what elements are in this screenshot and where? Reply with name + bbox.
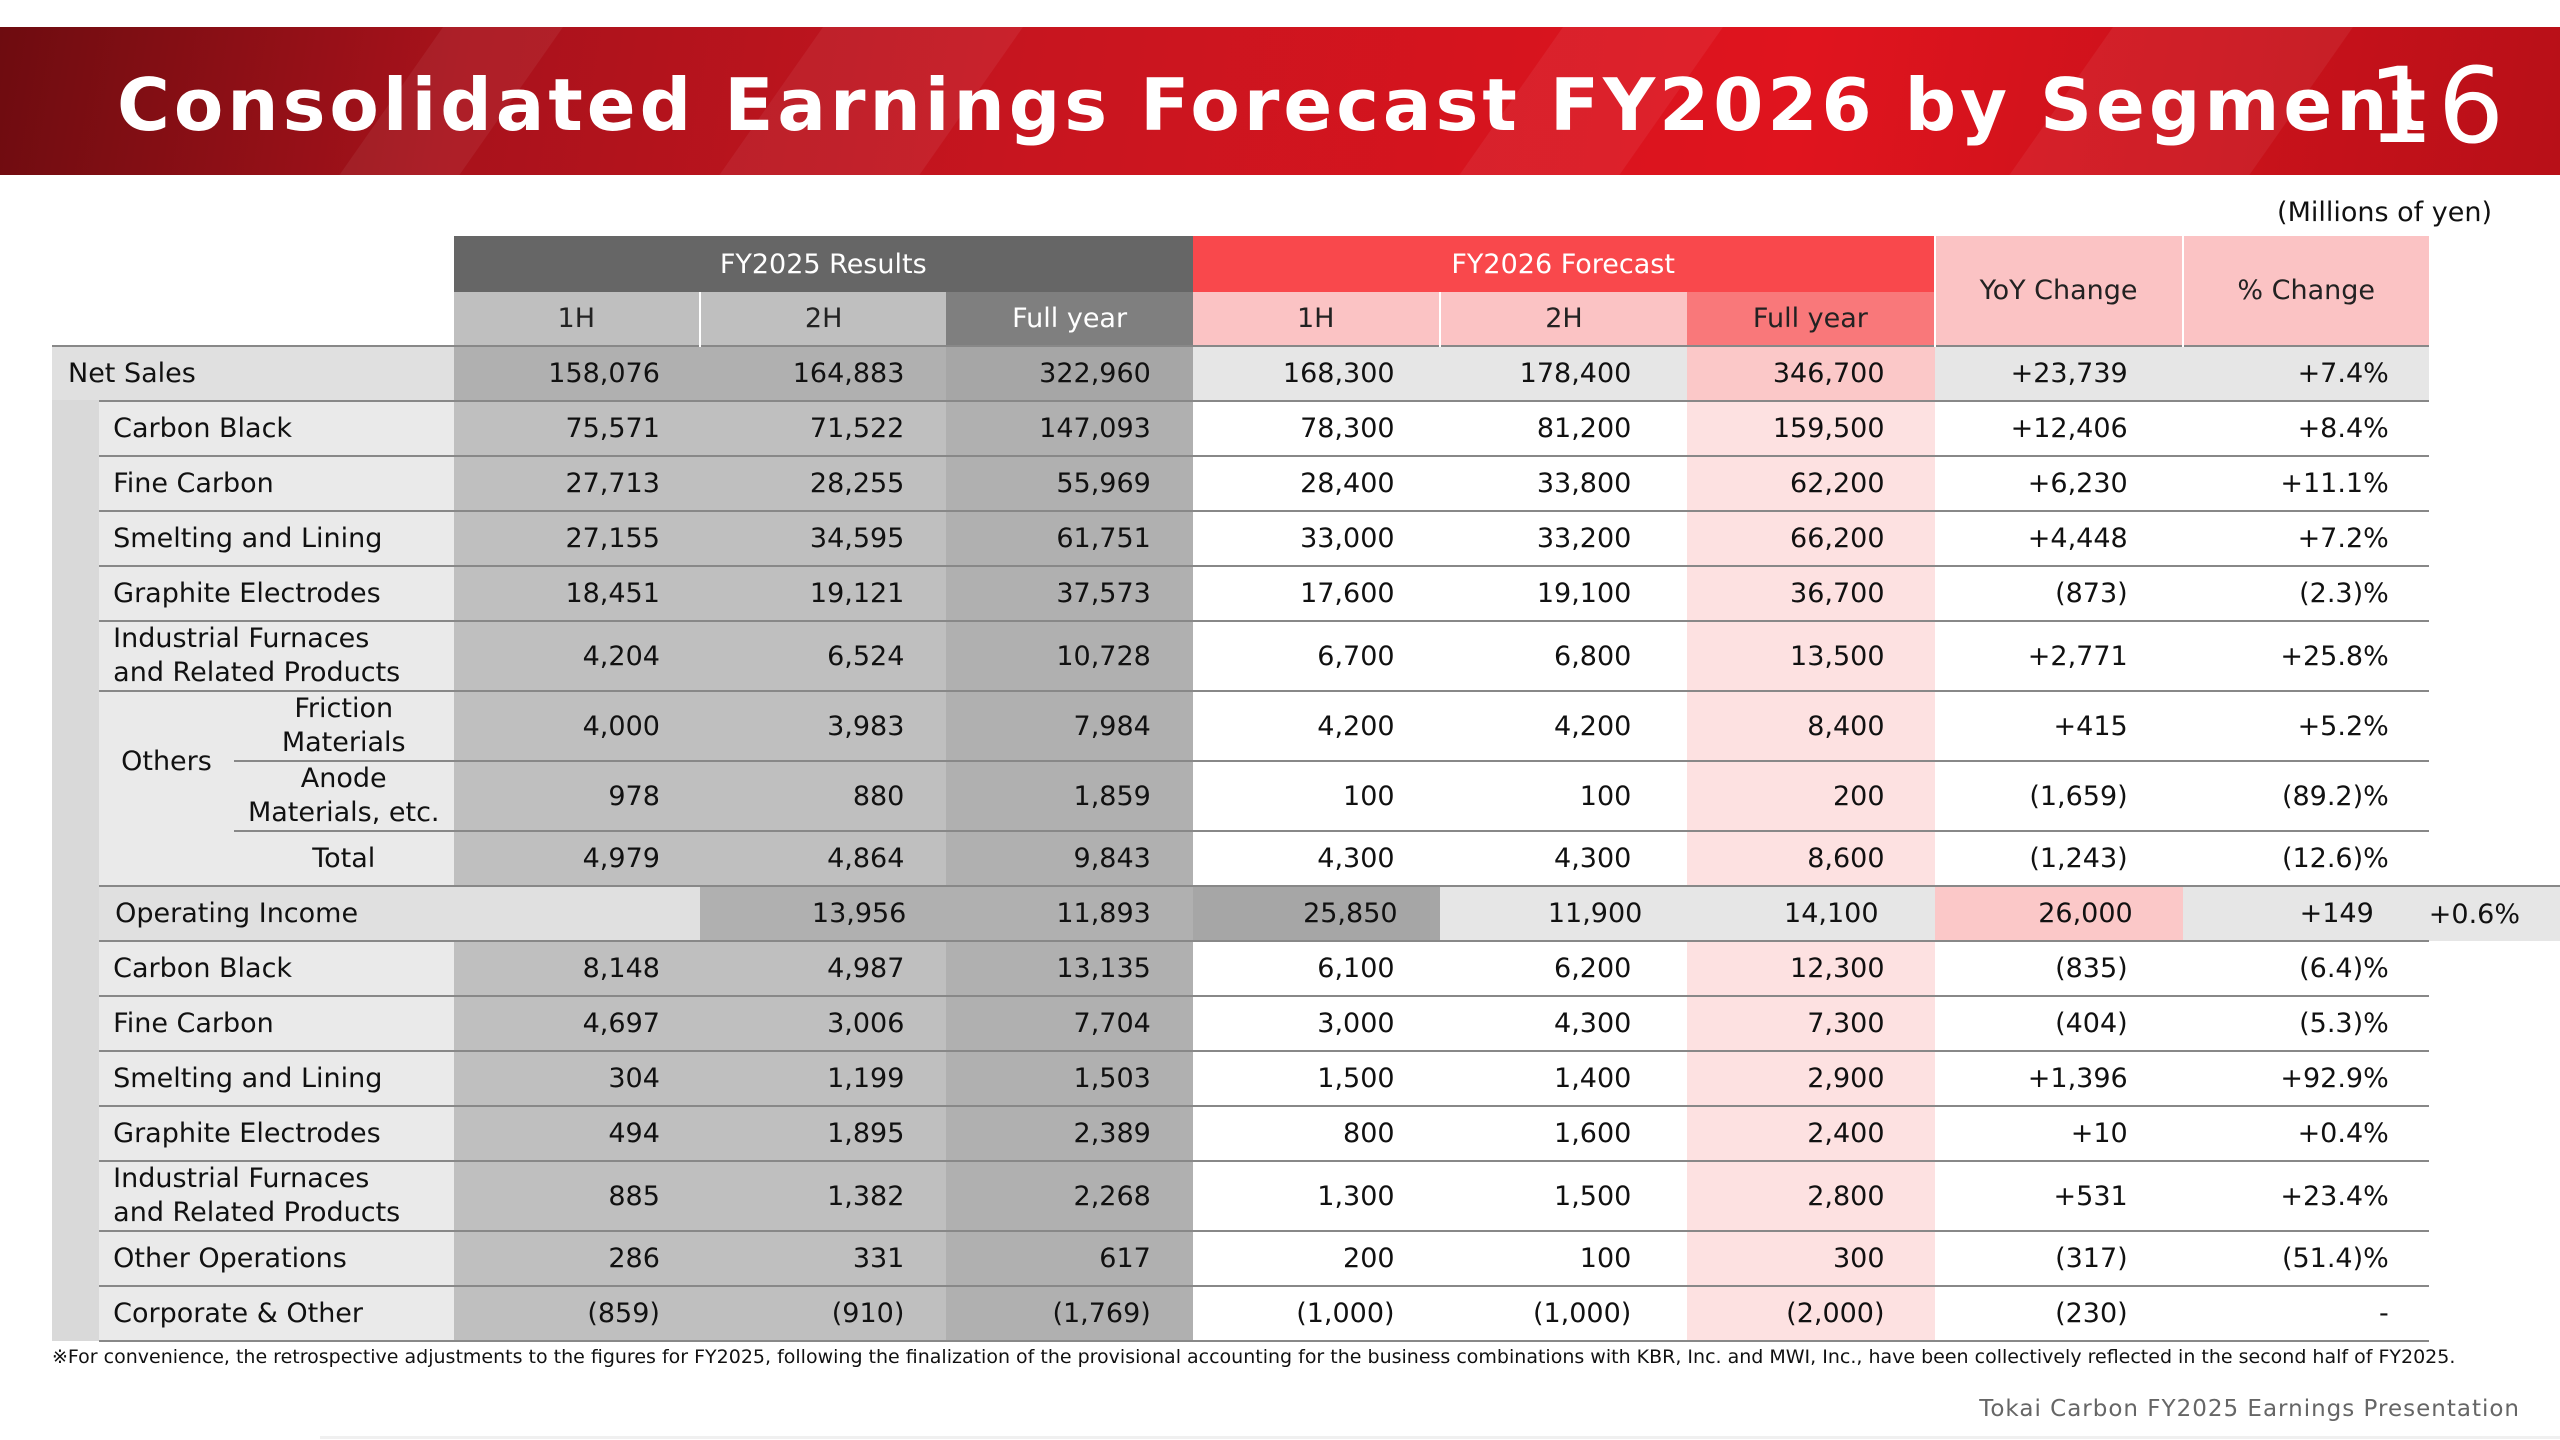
table-row: Anode Materials, etc. 978 880 1,859 100 1… [52,760,2560,831]
header-fy2025: FY2025 Results [453,236,1193,292]
page-title: Consolidated Earnings Forecast FY2026 by… [117,63,2430,147]
table-row: Other Operations 286 331 617 200 100 300… [52,1230,2560,1286]
row-label: Industrial Furnaces and Related Products [99,620,454,691]
header-fy2025-1h: 1H [453,292,700,346]
header-row-groups: FY2025 Results FY2026 Forecast YoY Chang… [52,236,2560,346]
header-fy2026-1h: 1H [1192,292,1440,346]
row-label: Graphite Electrodes [99,565,454,621]
row-label: Fine Carbon [99,455,454,511]
header-yoy-change: YoY Change [1933,236,2183,346]
table-row: Industrial Furnaces and Related Products … [52,620,2560,691]
table-row: Net Sales 158,076 164,883 322,960 168,30… [52,345,2560,401]
header-fy2026-full: Full year [1687,292,1935,346]
table-row: Fine Carbon 4,697 3,006 7,704 3,000 4,30… [52,995,2560,1051]
earnings-table: FY2025 Results FY2026 Forecast YoY Chang… [52,236,2560,1342]
footer-divider [320,1436,2560,1439]
row-label: Fine Carbon [99,995,454,1051]
table-row: Graphite Electrodes 494 1,895 2,389 800 … [52,1105,2560,1161]
header-fy2025-full: Full year [946,292,1193,346]
row-label: Graphite Electrodes [99,1105,454,1161]
header-fy2026-2h: 2H [1438,292,1688,346]
row-label: Operating Income [99,885,700,941]
row-label: Carbon Black [99,400,454,456]
unit-label: (Millions of yen) [2277,197,2492,228]
table-row: Smelting and Lining 27,155 34,595 61,751… [52,510,2560,566]
header-fy2025-2h: 2H [698,292,947,346]
row-label: Smelting and Lining [99,1050,454,1106]
header-pct-change: % Change [2181,236,2429,346]
row-label: Total [233,830,454,886]
table-row: Carbon Black 8,148 4,987 13,135 6,100 6,… [52,940,2560,1341]
table-row: Others Friction Materials 4,000 3,983 7,9… [52,690,2560,831]
row-label: Carbon Black [99,940,454,996]
title-banner: Consolidated Earnings Forecast FY2026 by… [0,27,2560,175]
table-row: Smelting and Lining 304 1,199 1,503 1,50… [52,1050,2560,1106]
table-row: Total 4,979 4,864 9,843 4,300 4,300 8,60… [52,830,2560,886]
row-label-others: Others [99,690,234,831]
page-number: 16 [2367,45,2508,167]
row-label: Anode Materials, etc. [233,760,454,831]
table-row: Graphite Electrodes 18,451 19,121 37,573… [52,565,2560,621]
row-label: Other Operations [99,1230,454,1286]
table-row: Fine Carbon 27,713 28,255 55,969 28,400 … [52,455,2560,511]
footer-text: Tokai Carbon FY2025 Earnings Presentatio… [1979,1396,2520,1422]
footnote: ※For convenience, the retrospective adju… [52,1346,2456,1368]
header-row-periods: 1H 2H Full year 1H 2H Full year [52,292,2560,346]
row-label: Industrial Furnaces and Related Products [99,1160,454,1231]
table-row: Carbon Black 75,571 71,522 147,093 78,30… [52,400,2560,941]
table-row: Industrial Furnaces and Related Products … [52,1160,2560,1231]
row-label: Friction Materials [233,690,454,761]
table-row: Operating Income 13,956 11,893 25,850 11… [52,885,2560,941]
row-label: Corporate & Other [99,1285,454,1342]
header-fy2026: FY2026 Forecast [1192,236,1935,292]
row-label: Smelting and Lining [99,510,454,566]
row-label: Net Sales [52,345,454,401]
table-row: Corporate & Other (859) (910) (1,769) (1… [52,1285,2560,1342]
